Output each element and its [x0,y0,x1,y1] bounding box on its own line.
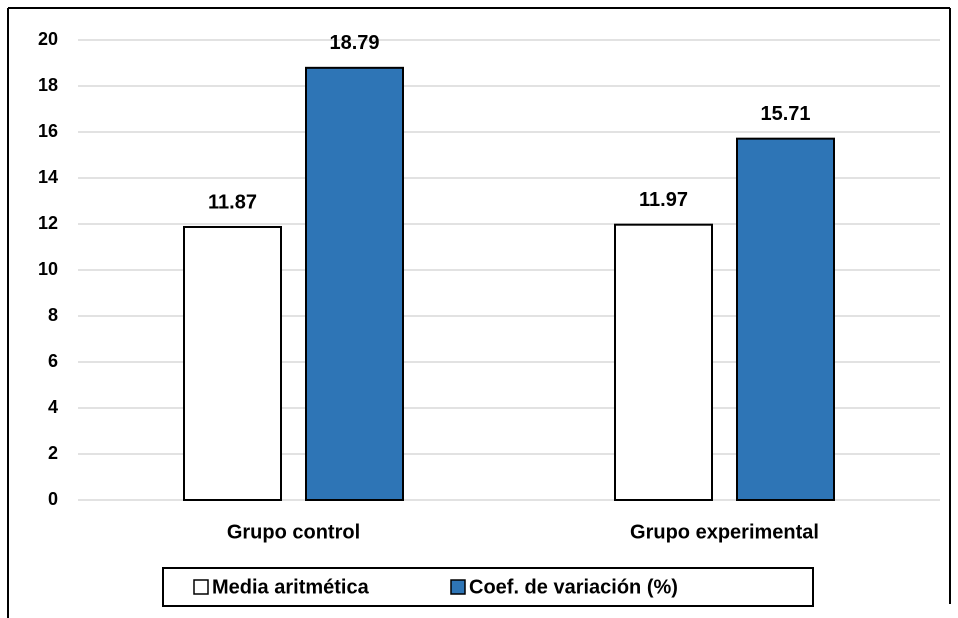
data-label: 11.87 [208,191,257,213]
data-label: 18.79 [329,32,379,54]
y-tick-label: 2 [48,443,58,463]
y-tick-label: 8 [48,305,58,325]
y-tick-label: 16 [38,121,58,141]
y-tick-label: 0 [48,489,58,509]
legend-label: Coef. de variación (%) [469,576,678,598]
legend-swatch [450,579,466,595]
y-tick-label: 10 [38,259,58,279]
y-tick-label: 6 [48,351,58,371]
data-label: 11.97 [639,189,688,211]
bar [736,137,835,501]
legend-label: Media aritmética [212,576,370,598]
bar [183,225,282,502]
bar [614,223,713,501]
y-tick-label: 14 [38,167,58,187]
y-tick-label: 12 [38,213,58,233]
x-tick-label: Grupo control [227,521,360,543]
legend-swatch [193,579,209,595]
y-tick-label: 20 [38,29,58,49]
y-tick-label: 18 [38,75,58,95]
y-tick-label: 4 [48,397,58,417]
legend-box [162,567,814,607]
bar [305,66,404,502]
data-label: 15.71 [760,103,810,125]
x-tick-label: Grupo experimental [630,521,819,543]
